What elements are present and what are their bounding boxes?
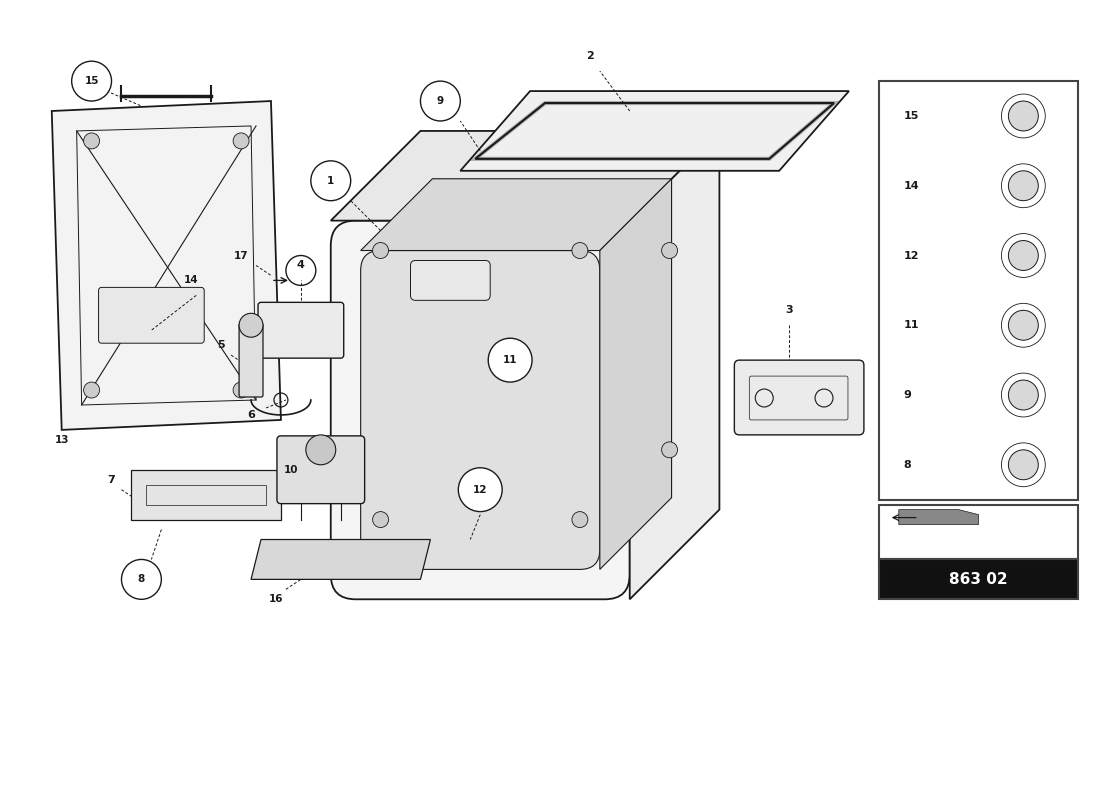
Circle shape xyxy=(121,559,162,599)
Polygon shape xyxy=(251,539,430,579)
FancyBboxPatch shape xyxy=(879,559,1078,599)
Circle shape xyxy=(661,242,678,258)
Circle shape xyxy=(1009,380,1038,410)
Circle shape xyxy=(1009,241,1038,270)
Text: 11: 11 xyxy=(503,355,517,365)
Circle shape xyxy=(459,468,503,512)
FancyBboxPatch shape xyxy=(239,323,263,397)
Text: 7: 7 xyxy=(108,474,115,485)
Circle shape xyxy=(572,242,587,258)
FancyBboxPatch shape xyxy=(277,436,364,504)
Text: 863 02: 863 02 xyxy=(949,572,1008,587)
Text: 6: 6 xyxy=(248,410,255,420)
Text: 4: 4 xyxy=(297,261,305,270)
Circle shape xyxy=(661,442,678,458)
Circle shape xyxy=(84,133,100,149)
FancyBboxPatch shape xyxy=(258,302,343,358)
FancyBboxPatch shape xyxy=(99,287,205,343)
Text: 2: 2 xyxy=(586,51,594,61)
Text: 5: 5 xyxy=(218,340,226,350)
Text: 14: 14 xyxy=(184,275,199,286)
Text: 15: 15 xyxy=(904,111,920,121)
Circle shape xyxy=(84,382,100,398)
FancyBboxPatch shape xyxy=(331,221,629,599)
Text: 13: 13 xyxy=(55,435,69,445)
Circle shape xyxy=(72,61,111,101)
Text: 8: 8 xyxy=(138,574,145,584)
Circle shape xyxy=(1009,101,1038,131)
Text: 8: 8 xyxy=(904,460,912,470)
Text: 11: 11 xyxy=(904,320,920,330)
Circle shape xyxy=(306,435,336,465)
Text: 14: 14 xyxy=(904,181,920,190)
FancyBboxPatch shape xyxy=(361,250,600,570)
Circle shape xyxy=(373,242,388,258)
Circle shape xyxy=(311,161,351,201)
Circle shape xyxy=(1009,310,1038,340)
Text: 3: 3 xyxy=(785,306,793,315)
Polygon shape xyxy=(600,178,672,570)
Circle shape xyxy=(420,81,460,121)
Circle shape xyxy=(1009,170,1038,201)
Polygon shape xyxy=(331,131,719,221)
Text: 17: 17 xyxy=(234,250,249,261)
Circle shape xyxy=(572,512,587,527)
Text: 15: 15 xyxy=(85,76,99,86)
Text: 9: 9 xyxy=(437,96,444,106)
Text: 16: 16 xyxy=(268,594,283,604)
Circle shape xyxy=(373,512,388,527)
FancyBboxPatch shape xyxy=(879,81,1078,500)
Text: 1: 1 xyxy=(327,176,334,186)
FancyBboxPatch shape xyxy=(410,261,491,300)
FancyBboxPatch shape xyxy=(735,360,864,435)
Text: 12: 12 xyxy=(904,250,920,261)
Circle shape xyxy=(239,314,263,338)
Text: 12: 12 xyxy=(473,485,487,494)
Text: 9: 9 xyxy=(904,390,912,400)
Circle shape xyxy=(233,133,249,149)
Polygon shape xyxy=(361,178,672,250)
Polygon shape xyxy=(460,91,849,170)
Circle shape xyxy=(233,382,249,398)
Polygon shape xyxy=(899,510,979,525)
FancyBboxPatch shape xyxy=(879,505,1078,559)
Text: a passion for auto parts since 1985: a passion for auto parts since 1985 xyxy=(382,454,579,465)
Polygon shape xyxy=(629,131,719,599)
Circle shape xyxy=(488,338,532,382)
Text: 10: 10 xyxy=(284,465,298,474)
Text: euroPARTS: euroPARTS xyxy=(359,354,681,406)
Polygon shape xyxy=(52,101,280,430)
Polygon shape xyxy=(132,470,280,519)
Circle shape xyxy=(1009,450,1038,480)
